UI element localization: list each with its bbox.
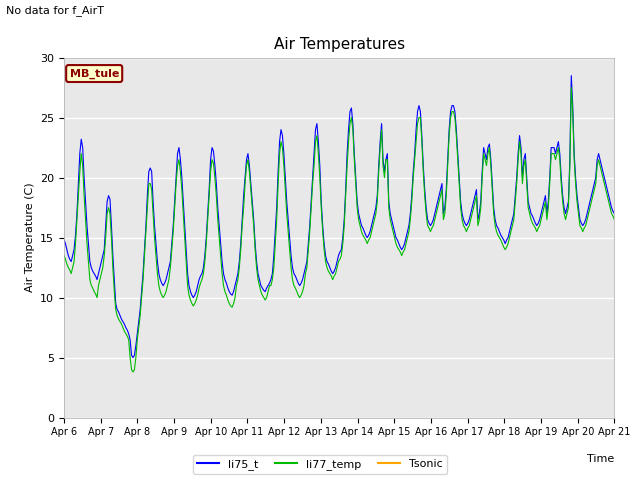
li75_t: [129, 355, 137, 360]
Legend: li75_t, li77_temp, Tsonic: li75_t, li77_temp, Tsonic: [193, 455, 447, 474]
li75_t: [96, 265, 104, 271]
li77_temp: [454, 156, 461, 162]
li77_temp: [611, 217, 618, 223]
Line: li77_temp: li77_temp: [64, 88, 614, 372]
li77_temp: [568, 85, 575, 91]
Text: Time: Time: [587, 454, 614, 464]
Text: MB_tule: MB_tule: [70, 68, 119, 79]
li75_t: [609, 208, 617, 214]
li75_t: [345, 127, 353, 132]
li77_temp: [345, 139, 353, 144]
li75_t: [454, 151, 461, 156]
li75_t: [79, 145, 86, 151]
Y-axis label: Air Temperature (C): Air Temperature (C): [24, 183, 35, 292]
li75_t: [60, 237, 68, 243]
li77_temp: [129, 369, 137, 375]
li77_temp: [60, 252, 68, 258]
li75_t: [611, 211, 618, 216]
Line: li75_t: li75_t: [64, 76, 614, 358]
li75_t: [536, 217, 543, 223]
li77_temp: [96, 276, 104, 282]
Title: Air Temperatures: Air Temperatures: [274, 37, 404, 52]
li75_t: [568, 73, 575, 79]
li77_temp: [79, 163, 86, 168]
li77_temp: [609, 213, 617, 219]
li77_temp: [536, 223, 543, 228]
Text: No data for f_AirT: No data for f_AirT: [6, 5, 104, 16]
